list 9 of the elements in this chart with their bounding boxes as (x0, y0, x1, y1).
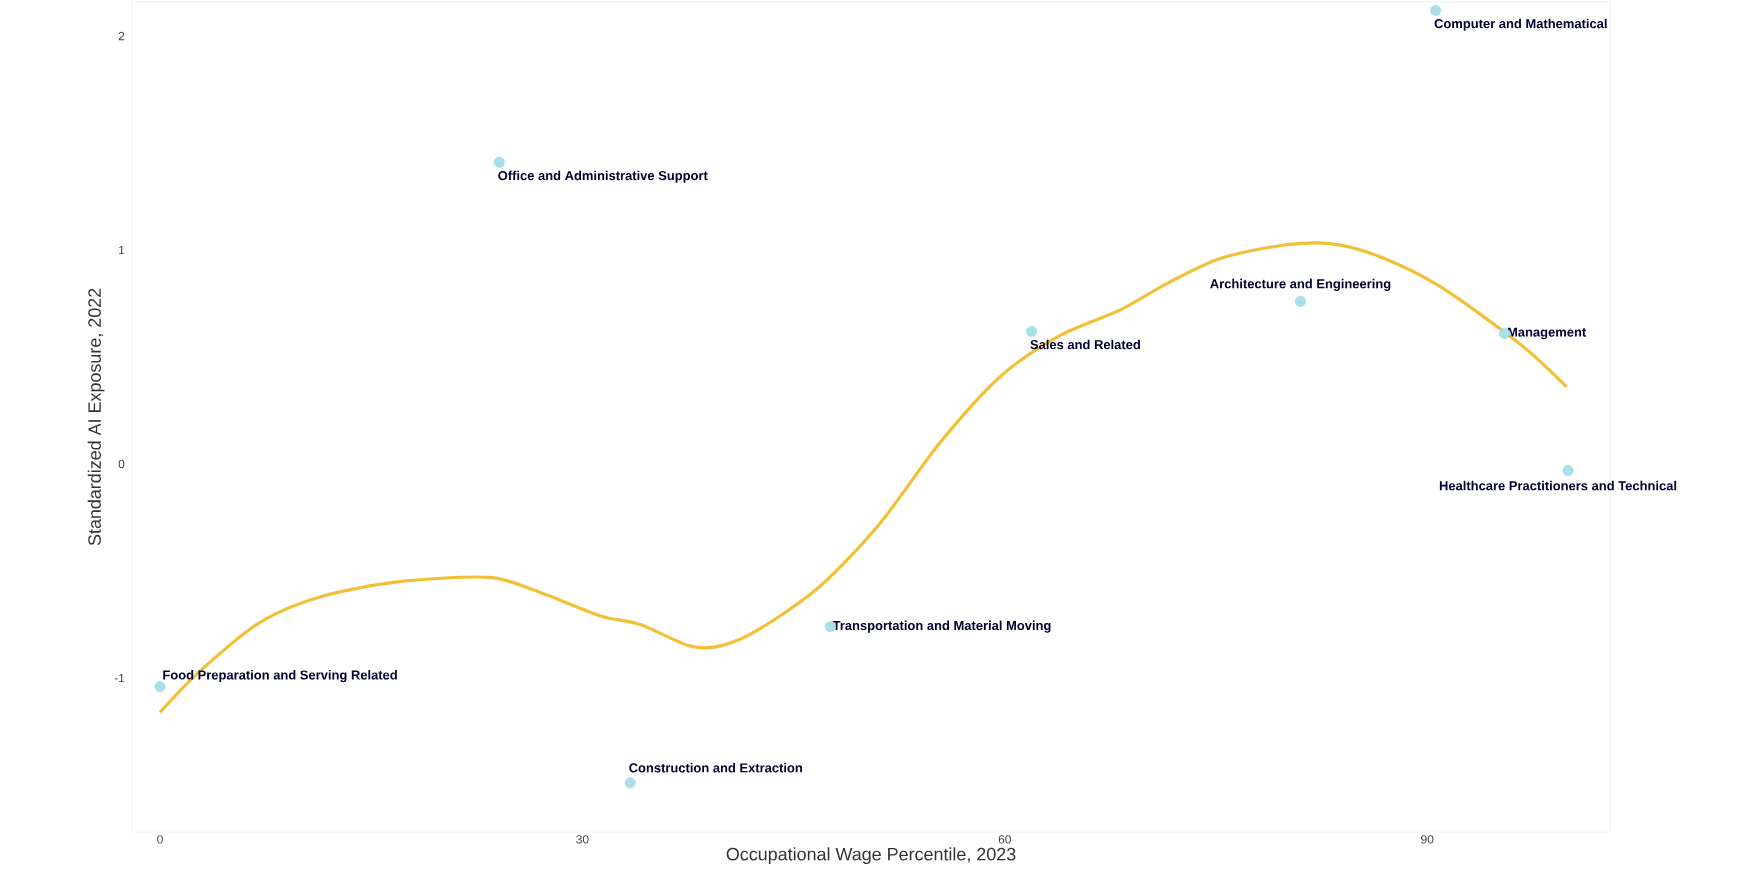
y-axis-title: Standardized AI Exposure, 2022 (87, 288, 105, 546)
point (1025, 325, 1038, 337)
x-axis-title: Occupational Wage Percentile, 2023 (726, 847, 1016, 865)
point (624, 777, 636, 789)
point (1562, 464, 1574, 476)
point (154, 680, 166, 693)
point (1294, 295, 1307, 307)
point (1430, 4, 1442, 16)
point (493, 156, 505, 168)
